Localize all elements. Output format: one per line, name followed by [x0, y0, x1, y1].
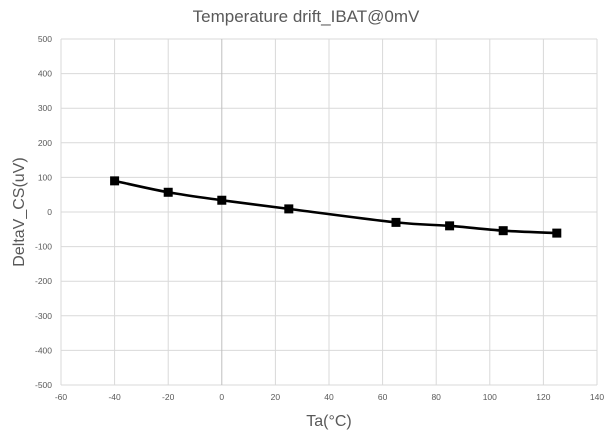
- y-tick-label: 500: [38, 34, 52, 44]
- x-tick-label: -20: [162, 392, 175, 402]
- data-point-marker: [110, 176, 120, 186]
- y-tick-label: 300: [38, 103, 52, 113]
- series-line: [113, 179, 559, 235]
- data-point-marker: [391, 217, 401, 227]
- gridlines: [60, 38, 598, 386]
- x-tick-label: 120: [536, 392, 550, 402]
- y-tick-label: 100: [38, 172, 52, 182]
- x-tick-label: -60: [55, 392, 68, 402]
- data-point-marker: [217, 195, 227, 205]
- x-tick-label: 20: [271, 392, 281, 402]
- x-tick-label: 40: [324, 392, 334, 402]
- data-point-marker: [498, 226, 508, 236]
- data-point-marker: [163, 187, 173, 197]
- y-tick-label: -300: [35, 311, 52, 321]
- x-tick-label: 80: [431, 392, 441, 402]
- x-tick-label: 0: [219, 392, 224, 402]
- x-axis-ticks: -60 -40 -20 0 20 40 60 80 100 120 140: [55, 392, 605, 402]
- data-point-marker: [552, 228, 562, 238]
- x-axis-title: Ta(°C): [306, 413, 352, 430]
- chart-title: Temperature drift_IBAT@0mV: [193, 7, 420, 26]
- y-tick-label: 400: [38, 69, 52, 79]
- series-group: [110, 176, 562, 238]
- x-tick-label: 60: [378, 392, 388, 402]
- y-axis-ticks: 500 400 300 200 100 0 -100 -200 -300 -400 -500: [35, 34, 52, 390]
- y-tick-label: -100: [35, 242, 52, 252]
- y-tick-label: -400: [35, 345, 52, 355]
- x-tick-label: 140: [590, 392, 604, 402]
- y-tick-label: -200: [35, 276, 52, 286]
- y-axis-title: DeltaV_CS(uV): [11, 157, 28, 266]
- data-point-marker: [445, 221, 455, 231]
- data-point-marker: [284, 204, 294, 214]
- y-tick-label: -500: [35, 380, 52, 390]
- y-tick-label: 0: [47, 207, 52, 217]
- y-tick-label: 200: [38, 138, 52, 148]
- x-tick-label: 100: [483, 392, 497, 402]
- x-tick-label: -40: [108, 392, 121, 402]
